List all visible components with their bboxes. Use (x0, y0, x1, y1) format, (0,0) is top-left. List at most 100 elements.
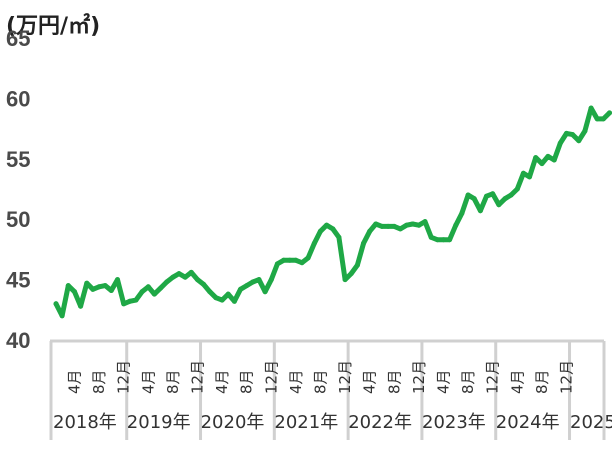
data-point (262, 289, 268, 295)
x-tick-label: 12月 (410, 360, 428, 394)
year-label: 2018年 (53, 412, 117, 433)
data-point (465, 192, 471, 198)
axes (49, 339, 606, 440)
data-point (607, 110, 612, 116)
x-tick-label: 8月 (90, 369, 108, 394)
data-point (514, 186, 520, 192)
data-point (188, 269, 194, 275)
data-point (158, 285, 164, 291)
year-label: 2025年 (570, 412, 612, 433)
x-tick-label: 12月 (484, 360, 502, 394)
data-point (594, 116, 600, 122)
data-point (527, 174, 532, 180)
data-point (336, 234, 342, 240)
data-point (434, 237, 440, 243)
data-point (170, 274, 176, 280)
data-point (287, 257, 293, 263)
price-series-line (53, 105, 612, 319)
x-tick-label: 8月 (459, 369, 477, 394)
data-point (520, 170, 526, 176)
y-tick-label: 50 (6, 207, 30, 232)
data-point (557, 140, 563, 146)
year-label: 2021年 (274, 412, 338, 433)
data-point (570, 132, 576, 138)
y-tick-label: 55 (6, 147, 30, 172)
unit-label: (万円/㎡) (6, 14, 101, 39)
data-point (151, 291, 157, 297)
data-point (305, 255, 311, 261)
data-point (410, 221, 416, 227)
data-point (96, 284, 102, 290)
data-point (108, 288, 114, 293)
data-point (564, 130, 569, 136)
data-point (490, 191, 496, 197)
x-tick-label: 4月 (65, 369, 83, 394)
data-point (391, 223, 397, 229)
data-point (502, 196, 508, 202)
x-tick-label: 12月 (262, 360, 280, 394)
data-point (274, 261, 280, 267)
data-point (361, 240, 366, 246)
data-point (447, 237, 453, 243)
data-point (330, 226, 336, 232)
data-point (256, 277, 262, 283)
y-axis-ticks: 40 45 50 55 60 65 (6, 26, 30, 353)
data-point (545, 153, 551, 159)
data-point (588, 105, 594, 111)
x-tick-label: 4月 (213, 369, 231, 394)
data-point (373, 221, 379, 227)
x-tick-label: 4月 (434, 369, 452, 394)
data-point (59, 313, 65, 319)
data-point (428, 234, 434, 240)
data-point (121, 301, 127, 307)
year-label: 2024年 (496, 412, 560, 433)
year-label: 2019年 (127, 412, 191, 433)
x-tick-label: 12月 (336, 360, 354, 394)
x-tick-label: 12月 (557, 360, 575, 394)
data-point (354, 262, 360, 268)
data-point (213, 295, 219, 301)
data-point (182, 274, 188, 280)
data-point (342, 277, 348, 283)
x-tick-label: 12月 (188, 360, 206, 394)
year-label: 2020年 (201, 412, 265, 433)
data-point (90, 286, 96, 292)
data-point (293, 257, 299, 263)
data-point (477, 208, 483, 214)
data-point (145, 284, 151, 290)
data-point (164, 279, 170, 285)
data-point (582, 128, 588, 134)
data-point (244, 283, 250, 289)
data-point (441, 237, 446, 243)
year-label: 2023年 (422, 412, 486, 433)
data-point (484, 193, 489, 199)
y-tick-label: 45 (6, 268, 30, 293)
data-point (311, 240, 317, 246)
data-point (176, 271, 182, 277)
data-point (219, 297, 225, 303)
x-tick-label: 8月 (164, 369, 182, 394)
x-tick-label: 8月 (311, 369, 329, 394)
data-point (385, 223, 391, 229)
data-point (551, 157, 557, 163)
data-point (496, 202, 502, 208)
data-point (404, 222, 410, 228)
data-point (84, 280, 90, 286)
data-point (133, 297, 139, 303)
data-point (508, 192, 514, 198)
data-point (201, 281, 207, 287)
data-point (367, 228, 373, 234)
data-point (379, 223, 385, 229)
data-point (250, 279, 256, 285)
data-point (422, 219, 428, 225)
data-point (533, 155, 539, 161)
x-tick-label: 4月 (139, 369, 157, 394)
data-point (207, 289, 213, 295)
data-point (78, 303, 84, 309)
data-point (72, 289, 77, 295)
data-point (539, 161, 545, 167)
series (53, 105, 612, 319)
data-point (324, 222, 330, 228)
y-tick-label: 60 (6, 86, 30, 111)
